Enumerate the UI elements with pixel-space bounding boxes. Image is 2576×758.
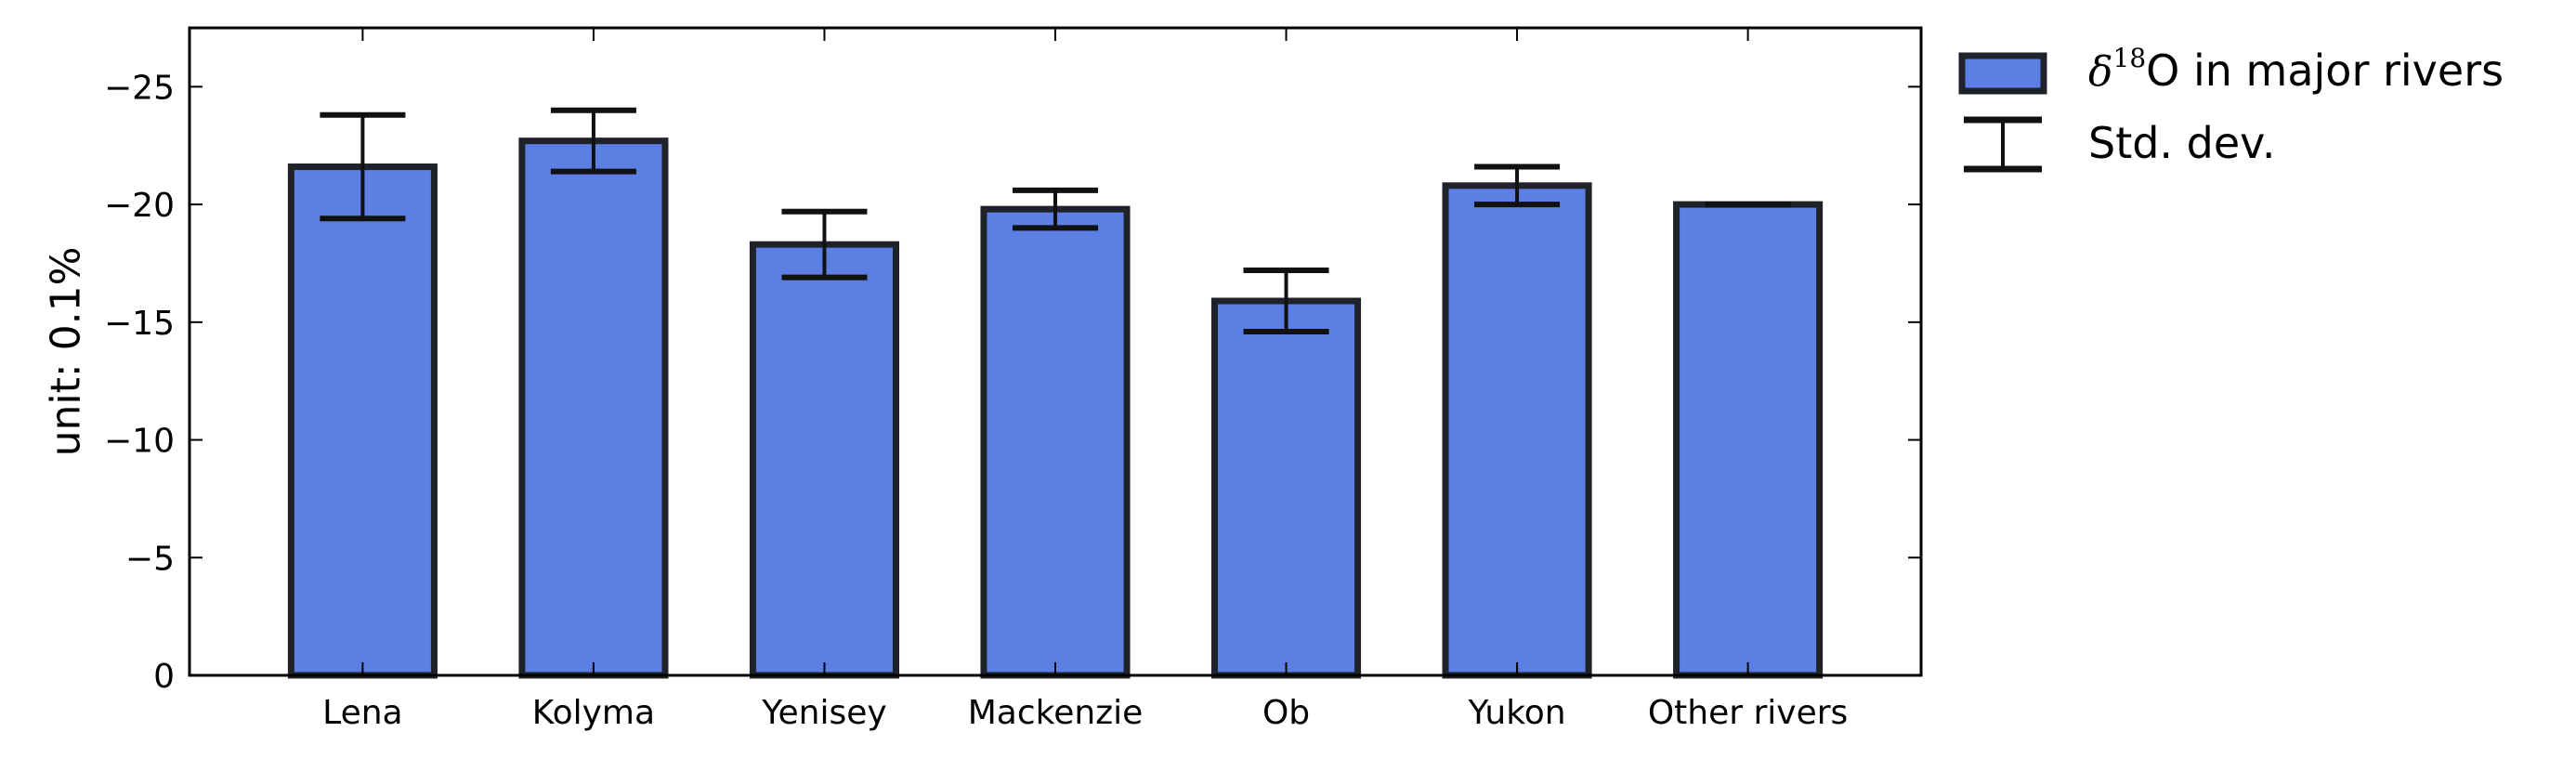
bar-lena [287,163,438,679]
legend-errorbar-label: Std. dev. [2088,118,2275,168]
bar-kolyma [518,137,669,679]
error-bar-lena [320,111,406,222]
y-tick-label: −20 [104,187,175,225]
error-bar-yukon [1474,163,1561,208]
error-bar-kolyma [550,107,636,175]
legend-bar-label-sup: 18 [2113,43,2147,73]
error-bars-layer [320,107,1791,334]
legend-bar-label-text: O in major rivers [2146,46,2504,96]
error-bar-ob [1243,268,1329,334]
x-tick-label-kolyma: Kolyma [532,694,655,732]
bar-yukon [1442,182,1592,679]
y-tick-label: −5 [125,540,175,578]
bar-other-rivers [1673,201,1824,679]
legend-bar-swatch [1958,52,2047,95]
y-tick-label: −15 [104,305,175,343]
error-bar-mackenzie [1013,187,1098,231]
y-axis-title: unit: 0.1% [42,247,89,457]
legend-bar-label: δ18O in major rivers [2088,43,2504,96]
bar-mackenzie [980,205,1131,679]
x-tick-label-lena: Lena [322,694,402,732]
y-tick-label: 0 [153,658,175,696]
x-tick-label-yenisey: Yenisey [761,694,886,732]
y-tick-label: −25 [104,69,175,107]
legend-errorbar-glyph [1964,116,2042,173]
legend-bar-label-prefix: δ [2088,48,2113,96]
error-bar-yenisey [781,208,868,281]
y-tick-label: −10 [104,423,175,461]
ticks-layer: Lena Kolyma Yenisey Mackenzie Ob Yukon Other r… [104,28,1921,732]
x-tick-label-ob: Ob [1262,694,1310,732]
x-tick-label-yukon: Yukon [1468,694,1566,732]
x-tick-label-mackenzie: Mackenzie [968,694,1144,732]
legend: δ18O in major rivers Std. dev. [1958,43,2504,173]
x-tick-label-other-rivers: Other rivers [1648,694,1848,732]
bar-yenisey [749,241,900,679]
bar-ob [1210,297,1362,679]
